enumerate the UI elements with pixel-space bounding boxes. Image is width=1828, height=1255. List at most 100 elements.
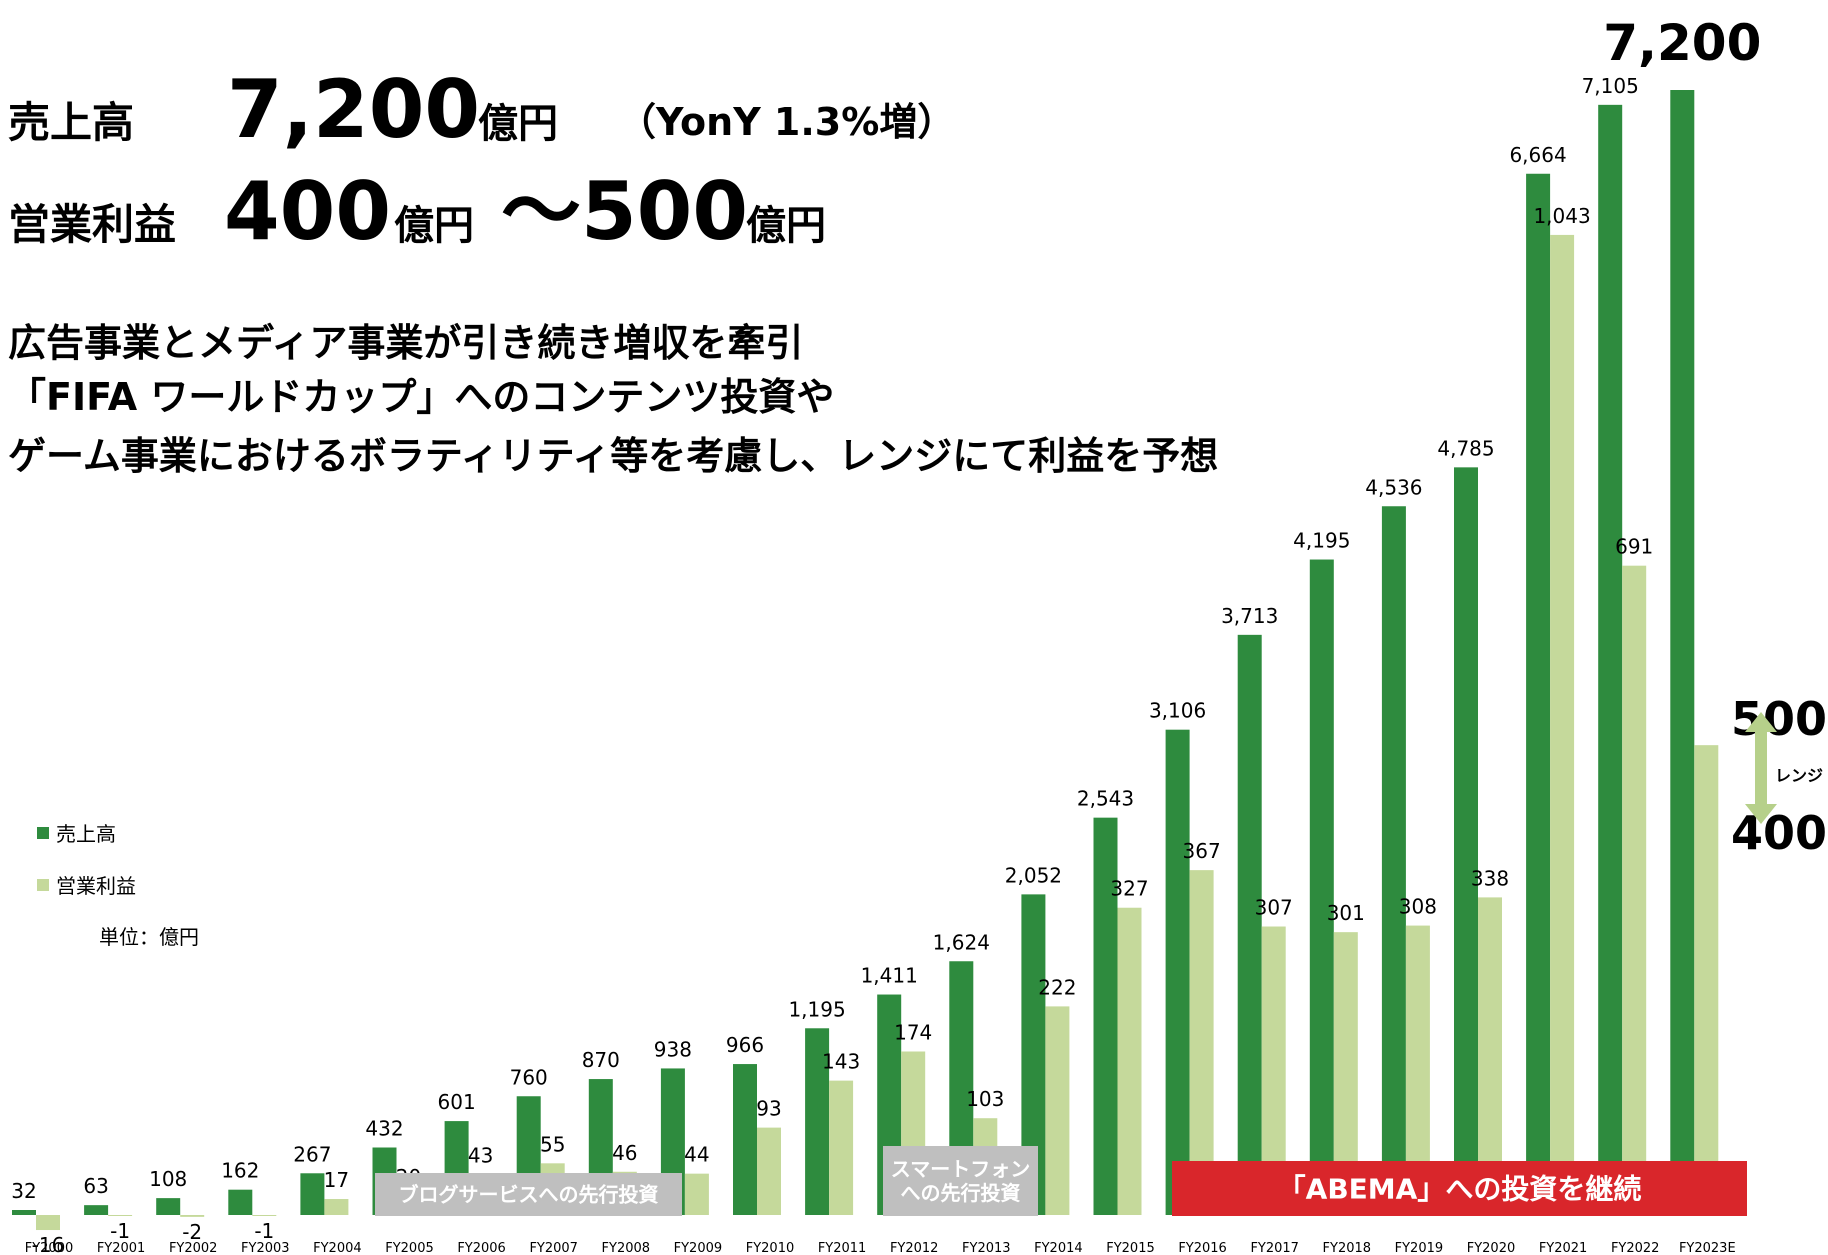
bar	[1526, 173, 1551, 1215]
data-label: -2	[182, 1220, 202, 1244]
subtitle: ゲーム事業におけるボラティリティ等を考慮し、レンジにて利益を予想	[8, 434, 1218, 478]
data-label: 46	[612, 1141, 637, 1165]
unit-label: 単位：億円	[99, 925, 199, 949]
profit-unit: 億円	[394, 203, 474, 249]
data-label: 17	[324, 1168, 349, 1192]
x-tick-label: FY2015	[1106, 1241, 1155, 1255]
sales-unit: 億円	[478, 101, 558, 147]
legend-label: 営業利益	[56, 874, 136, 898]
data-label: 4,785	[1437, 436, 1494, 460]
x-tick-label: FY2023E	[1679, 1241, 1736, 1255]
bar	[84, 1205, 109, 1215]
banner-text: への先行投資	[901, 1181, 1021, 1205]
bar	[1550, 234, 1575, 1215]
bar	[1694, 745, 1719, 1215]
data-label: 307	[1255, 896, 1293, 920]
x-tick-label: FY2008	[602, 1241, 651, 1255]
bar	[36, 1215, 60, 1231]
bar	[108, 1215, 133, 1216]
profit-unit: 億円	[746, 203, 826, 249]
data-label: 301	[1327, 901, 1365, 925]
banner-text: ブログサービスへの先行投資	[399, 1183, 659, 1207]
data-label: -1	[110, 1219, 130, 1243]
x-tick-label: FY2011	[818, 1241, 867, 1255]
x-tick-label: FY2019	[1395, 1241, 1444, 1255]
data-label: 938	[654, 1037, 692, 1061]
bar	[228, 1189, 253, 1215]
bar	[1189, 870, 1214, 1215]
data-label: 1,195	[788, 997, 845, 1021]
bar	[733, 1064, 757, 1215]
bar	[1237, 634, 1262, 1215]
bar	[1381, 506, 1406, 1215]
bar	[252, 1215, 277, 1216]
x-tick-label: FY2021	[1539, 1241, 1588, 1255]
bar	[1598, 104, 1623, 1215]
legend-swatch	[37, 879, 49, 891]
data-label: 7,200	[1603, 14, 1761, 72]
data-label: -16	[32, 1233, 65, 1255]
data-label: 1,411	[861, 964, 918, 988]
data-label: 3,106	[1149, 699, 1206, 723]
data-label: 2,543	[1077, 787, 1134, 811]
range-low: 400	[1731, 806, 1827, 860]
banner	[1172, 1161, 1747, 1216]
data-label: 108	[149, 1167, 187, 1191]
yoy: （YonY 1.3%増）	[618, 100, 955, 144]
x-tick-label: FY2010	[746, 1241, 795, 1255]
data-label: 966	[726, 1033, 764, 1057]
sales-value: 7,200	[227, 63, 480, 156]
data-label: 2,052	[1005, 863, 1062, 887]
bar	[1309, 559, 1334, 1215]
bar	[1165, 729, 1190, 1215]
data-label: 32	[11, 1179, 36, 1203]
bar	[757, 1127, 781, 1215]
data-label: 432	[365, 1117, 403, 1141]
subtitle: 広告事業とメディア事業が引き続き増収を牽引	[8, 321, 803, 365]
bar	[180, 1215, 205, 1217]
data-label: 870	[582, 1048, 620, 1072]
bar	[300, 1173, 325, 1215]
x-tick-label: FY2001	[97, 1241, 146, 1255]
data-label: 63	[83, 1174, 108, 1198]
bar	[1117, 907, 1142, 1215]
data-label: 44	[684, 1143, 709, 1167]
bar	[805, 1028, 830, 1215]
data-label: 162	[221, 1159, 259, 1183]
sales-label: 売上高	[8, 98, 134, 147]
banner	[883, 1146, 1038, 1216]
x-tick-label: FY2006	[457, 1241, 506, 1255]
bar	[156, 1198, 181, 1215]
data-label: 267	[293, 1142, 331, 1166]
profit-label: 営業利益	[8, 200, 176, 249]
range-label: レンジ	[1775, 766, 1823, 785]
data-label: 103	[966, 1087, 1004, 1111]
x-tick-label: FY2003	[241, 1241, 290, 1255]
data-label: 222	[1038, 975, 1076, 999]
data-label: 3,713	[1221, 604, 1278, 628]
banner-text: 「ABEMA」への投資を継続	[1278, 1173, 1642, 1206]
bar	[684, 1173, 709, 1215]
data-label: 174	[894, 1020, 932, 1044]
bar	[1093, 817, 1118, 1215]
data-label: 308	[1399, 895, 1437, 919]
data-label: 4,536	[1365, 475, 1422, 499]
data-label: 601	[438, 1090, 476, 1114]
data-label: 43	[468, 1144, 493, 1168]
data-label: 55	[540, 1132, 565, 1156]
subtitle: 「FIFA ワールドカップ」へのコンテンツ投資や	[8, 375, 834, 419]
data-label: 1,043	[1533, 204, 1590, 228]
x-tick-label: FY2004	[313, 1241, 362, 1255]
x-tick-label: FY2000	[25, 1241, 74, 1255]
bar	[1454, 467, 1478, 1215]
data-label: 760	[510, 1065, 548, 1089]
x-tick-label: FY2017	[1250, 1241, 1299, 1255]
x-tick-label: FY2013	[962, 1241, 1011, 1255]
x-tick-label: FY2002	[169, 1241, 218, 1255]
data-label: 691	[1615, 535, 1653, 559]
x-tick-label: FY2022	[1611, 1241, 1660, 1255]
legend-swatch	[37, 827, 49, 839]
